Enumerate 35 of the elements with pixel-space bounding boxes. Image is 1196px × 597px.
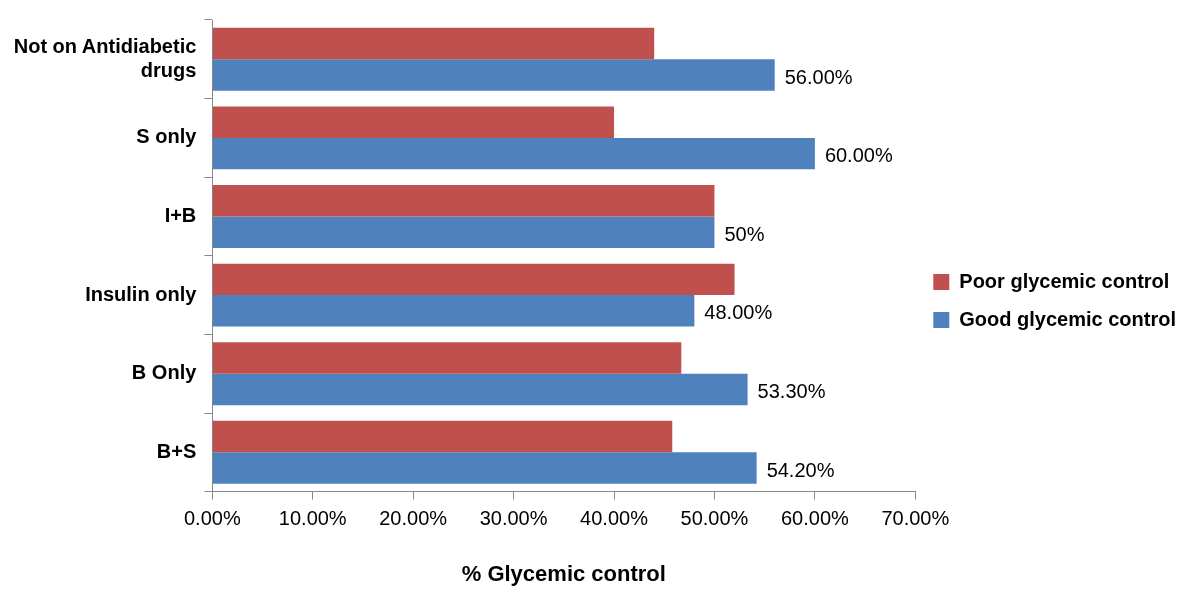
legend-label: Poor glycemic control bbox=[959, 269, 1170, 292]
x-tick-label: 30.00% bbox=[479, 507, 548, 530]
bar bbox=[212, 216, 715, 248]
data-label: 50% bbox=[724, 222, 765, 245]
legend-label: Good glycemic control bbox=[959, 307, 1176, 330]
bar bbox=[212, 452, 757, 484]
bar bbox=[212, 373, 748, 406]
x-tick-label: 20.00% bbox=[379, 507, 448, 530]
bar bbox=[212, 295, 695, 327]
bar bbox=[212, 59, 775, 91]
bar bbox=[212, 106, 615, 138]
bar bbox=[212, 263, 735, 296]
bar bbox=[212, 137, 815, 170]
x-axis-title: % Glycemic control bbox=[461, 560, 666, 586]
data-label: 54.20% bbox=[766, 458, 835, 481]
bar bbox=[212, 420, 673, 453]
x-tick-label: 0.00% bbox=[183, 507, 241, 530]
y-tick-label: Not on Antidiabetic drugs bbox=[13, 34, 197, 81]
data-label: 48.00% bbox=[704, 301, 773, 324]
data-label: 56.00% bbox=[784, 65, 853, 88]
bar bbox=[212, 27, 655, 60]
bar bbox=[212, 342, 682, 374]
y-tick-label: S only bbox=[136, 125, 198, 148]
x-tick-label: 10.00% bbox=[278, 507, 347, 530]
bar bbox=[212, 185, 715, 217]
y-tick-label: B+S bbox=[156, 439, 197, 462]
data-label: 53.30% bbox=[757, 379, 826, 402]
x-tick-label: 60.00% bbox=[780, 507, 849, 530]
y-tick-label: I+B bbox=[164, 204, 197, 227]
data-label: 60.00% bbox=[824, 144, 893, 167]
x-tick-label: 50.00% bbox=[680, 507, 749, 530]
x-tick-label: 70.00% bbox=[881, 507, 950, 530]
x-tick-label: 40.00% bbox=[580, 507, 649, 530]
y-tick-label: B Only bbox=[131, 361, 198, 384]
y-tick-label: Insulin only bbox=[85, 282, 198, 305]
